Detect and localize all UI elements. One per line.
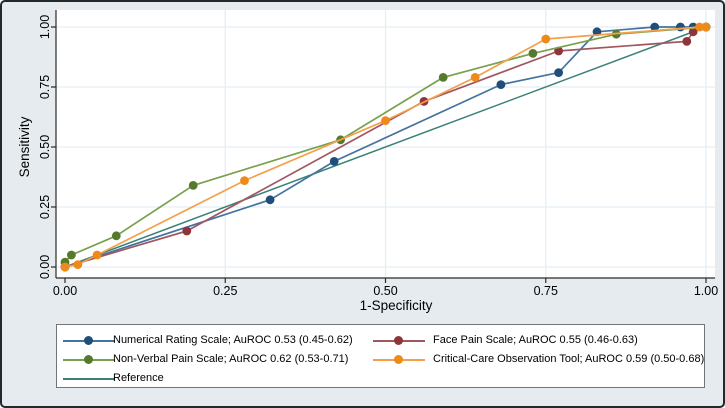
x-tick-label: 0.75 — [534, 284, 558, 298]
legend-label: Critical-Care Observation Tool; AuROC 0.… — [433, 353, 705, 365]
legend-marker-icon — [394, 336, 403, 345]
data-point — [92, 250, 102, 260]
data-point — [688, 27, 698, 37]
y-tick-label: 0.00 — [38, 255, 52, 279]
data-point — [67, 250, 76, 260]
data-point — [701, 22, 711, 32]
data-point — [528, 49, 538, 58]
legend-row: Numerical Rating Scale; AuROC 0.53 (0.45… — [57, 331, 704, 350]
axes — [51, 10, 715, 283]
legend-row: Non-Verbal Pain Scale; AuROC 0.62 (0.53-… — [57, 350, 704, 369]
legend-label: Non-Verbal Pain Scale; AuROC 0.62 (0.53-… — [113, 353, 349, 365]
roc-chart: 0.000.00 0.25 0.25 0.50 0.50 0.75 0.75 1.00 1.00… — [17, 10, 718, 313]
legend-marker-icon — [84, 355, 93, 364]
y-tick-label: 0.75 — [38, 75, 52, 99]
data-point — [381, 116, 390, 125]
roc-curve — [64, 26, 707, 268]
x-axis-title: 1-Specificity — [360, 298, 433, 313]
y-axis-title: Sensitivity — [17, 116, 32, 177]
legend-row: Reference — [57, 369, 704, 388]
data-point — [60, 262, 70, 272]
data-point — [554, 68, 563, 77]
data-point — [650, 22, 660, 32]
data-point — [73, 260, 83, 269]
data-point — [496, 80, 506, 89]
data-point — [265, 195, 275, 205]
legend-line-icon — [373, 350, 425, 369]
legend-line-icon — [63, 331, 115, 350]
gridlines — [56, 10, 715, 278]
series-layer — [60, 22, 711, 272]
data-point — [188, 181, 198, 190]
data-point — [240, 176, 249, 186]
legend-marker-icon — [394, 355, 403, 364]
legend-marker-icon — [84, 336, 93, 345]
data-point — [111, 231, 121, 241]
data-point — [541, 34, 551, 44]
legend-line-icon — [373, 331, 425, 350]
tick-labels: 0.000.00 0.25 0.25 0.50 0.50 0.75 0.75 1.00 1.00 — [38, 15, 718, 298]
data-point — [695, 22, 704, 32]
legend: Numerical Rating Scale; AuROC 0.53 (0.45… — [56, 324, 705, 388]
y-tick-label: 1.00 — [38, 15, 52, 39]
x-tick-label: 1.00 — [694, 284, 718, 298]
legend-line-icon — [63, 377, 115, 380]
x-tick-label: 0.50 — [373, 284, 397, 298]
data-point — [438, 73, 448, 82]
legend-line-icon — [63, 350, 115, 369]
x-tick-label: 0.25 — [213, 284, 237, 298]
data-point — [682, 37, 692, 46]
legend-label: Reference — [113, 372, 164, 384]
legend-label: Face Pain Scale; AuROC 0.55 (0.46-0.63) — [433, 334, 638, 346]
legend-label: Numerical Rating Scale; AuROC 0.53 (0.45… — [113, 334, 353, 346]
data-point — [470, 73, 480, 82]
legend-line-icon — [63, 369, 115, 388]
y-tick-label: 0.50 — [38, 135, 52, 159]
data-point — [182, 226, 192, 236]
y-tick-label: 0.25 — [38, 195, 52, 219]
roc-curve — [64, 26, 706, 268]
data-point — [329, 157, 339, 166]
x-tick-label: 0.00 — [53, 284, 77, 298]
